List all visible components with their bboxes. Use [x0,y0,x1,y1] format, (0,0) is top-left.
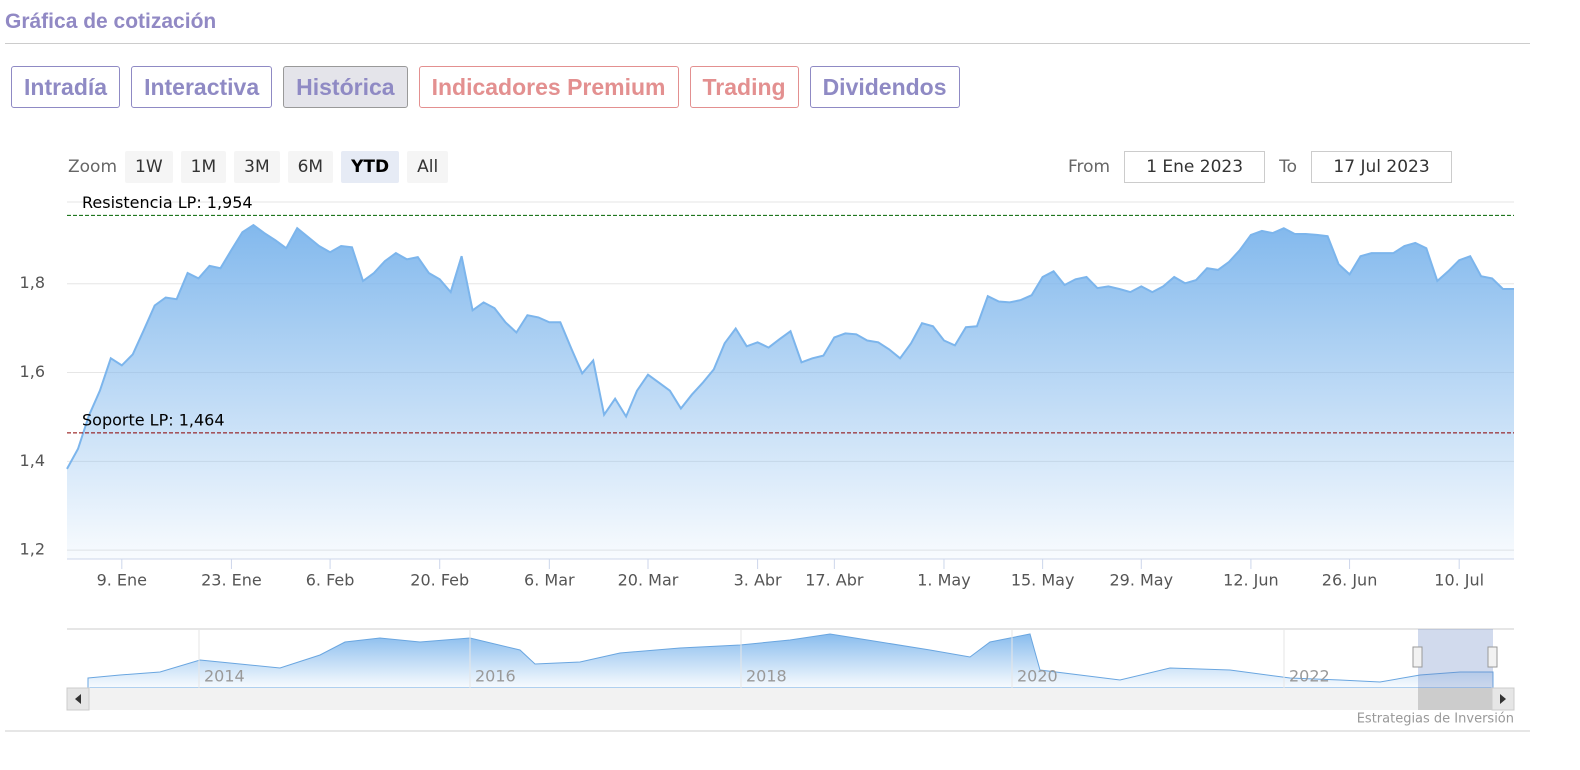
section-title: Gráfica de cotización [5,10,217,33]
navigator-mask[interactable] [1418,629,1493,688]
navigator-label: 2022 [1289,667,1330,686]
x-tick-label: 17. Abr [805,571,864,590]
zoom-button[interactable]: YTD [341,151,400,183]
x-tick-label: 12. Jun [1223,571,1279,590]
divider [5,43,1530,44]
tab[interactable]: Dividendos [809,66,960,108]
x-tick-label: 26. Jun [1322,571,1378,590]
credits: Estrategias de Inversión [1357,712,1514,727]
from-label: From [1068,157,1111,177]
tab[interactable]: Trading [689,66,799,108]
zoom-button[interactable]: 1M [180,151,227,183]
navigator-label: 2018 [746,667,787,686]
tab-bar: Intradía Interactiva Histórica Indicador… [11,66,960,108]
zoom-button[interactable]: 6M [287,151,334,183]
x-tick-label: 6. Feb [306,571,355,590]
navigator-handle[interactable] [1487,646,1498,668]
zoom-bar: Zoom 1W 1M 3M 6M YTD All [68,151,449,183]
chart: 2014 2016 2018 2020 2022 Estrategias de Inve… [5,193,1530,732]
x-tick-label: 20. Mar [618,571,679,590]
zoom-label: Zoom [68,157,118,177]
tab[interactable]: Interactiva [131,66,273,108]
arrow-icon [1500,694,1506,704]
zoom-button[interactable]: 3M [234,151,280,183]
scrollbar-thumb[interactable] [1418,688,1493,710]
zoom-button[interactable]: 1W [125,151,173,183]
x-tick-label: 23. Ene [201,571,262,590]
area-fill [67,225,1514,559]
tab[interactable]: Histórica [283,66,408,108]
x-tick-label: 29. May [1109,571,1173,590]
plot-line-label: Resistencia LP: 1,954 [82,193,253,212]
navigator-series [87,633,1494,689]
plot-line-label: Soporte LP: 1,464 [82,410,225,429]
tab[interactable]: Indicadores Premium [418,66,679,108]
zoom-button[interactable]: All [407,151,449,183]
x-tick-label: 1. May [917,571,970,590]
navigator: 2014 2016 2018 2020 2022 [66,628,1515,711]
x-tick-label: 20. Feb [410,571,469,590]
tab[interactable]: Intradía [11,66,121,108]
y-tick-label: 1,4 [20,451,45,470]
arrow-icon [75,694,81,704]
navigator-handle[interactable] [1412,646,1423,668]
scrollbar-track[interactable] [67,688,1514,710]
x-tick-label: 15. May [1011,571,1075,590]
price-line [66,223,1514,470]
x-tick-label: 9. Ene [97,571,147,590]
to-label: To [1279,157,1298,177]
y-tick-label: 1,8 [20,273,45,292]
navigator-label: 2020 [1017,667,1058,686]
x-tick-label: 3. Abr [734,571,782,590]
y-tick-label: 1,2 [20,540,45,559]
y-tick-label: 1,6 [20,362,45,381]
x-tick-label: 10. Jul [1434,571,1484,590]
date-range: From 1 Ene 2023 To 17 Jul 2023 [1068,151,1453,183]
navigator-label: 2016 [475,667,516,686]
from-input[interactable]: 1 Ene 2023 [1124,151,1266,183]
to-input[interactable]: 17 Jul 2023 [1311,151,1453,183]
navigator-label: 2014 [204,667,245,686]
x-tick-label: 6. Mar [524,571,575,590]
